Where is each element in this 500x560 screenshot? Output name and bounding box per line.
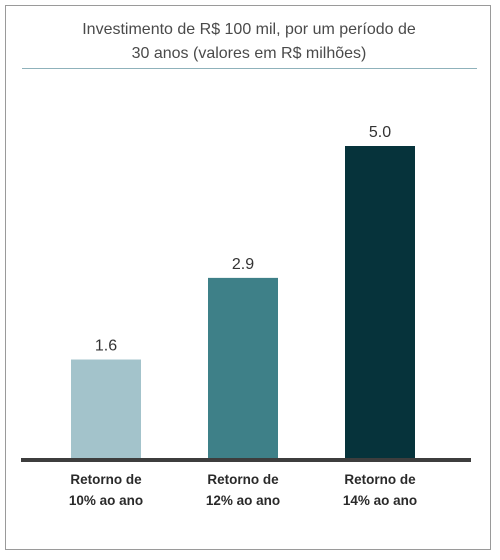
bar-2 [208, 277, 278, 460]
bar-3 [345, 146, 415, 460]
chart-title: Investimento de R$ 100 mil, por um perío… [6, 18, 492, 66]
bar-1 [71, 359, 141, 460]
bar-value-label-2: 2.9 [232, 256, 254, 273]
category-label-1: Retorno de 10% ao ano [69, 472, 143, 508]
category-label-3: Retorno de 14% ao ano [343, 472, 417, 508]
bar-value-label-1: 1.6 [95, 338, 117, 355]
chart-title-line-2: 30 anos (valores em R$ milhões) [131, 45, 367, 62]
x-axis-baseline [21, 458, 471, 462]
title-divider [22, 68, 477, 69]
category-label-2: Retorno de 12% ao ano [206, 472, 280, 508]
chart-title-line-1: Investimento de R$ 100 mil, por um perío… [82, 21, 416, 38]
bar-value-label-3: 5.0 [369, 124, 391, 141]
